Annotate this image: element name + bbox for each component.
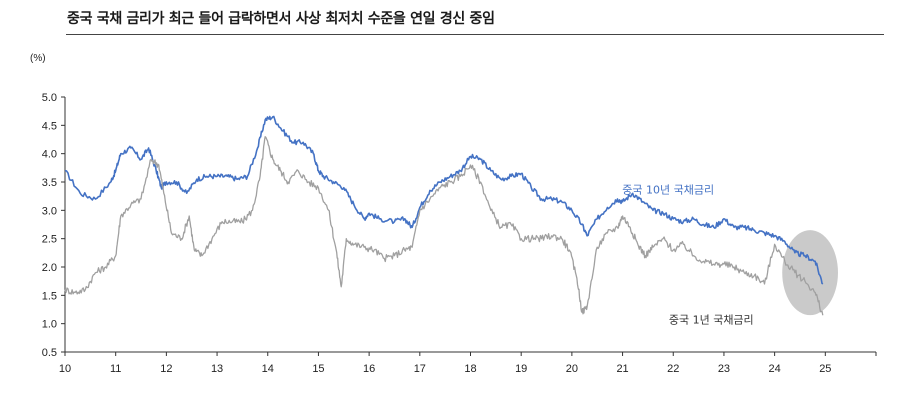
annotation-layer <box>782 230 838 316</box>
y-tick-label: 2.0 <box>42 262 57 274</box>
x-tick-label: 16 <box>363 363 375 375</box>
x-tick-label: 10 <box>59 363 71 375</box>
x-tick-label: 22 <box>667 363 679 375</box>
y-tick-label: 3.0 <box>42 205 57 217</box>
y-tick-label: 4.0 <box>42 149 57 161</box>
y-axis-unit-label: (%) <box>30 53 46 64</box>
x-tick-label: 20 <box>566 363 578 375</box>
x-tick-label: 15 <box>312 363 324 375</box>
y-tick-label: 1.0 <box>42 319 57 331</box>
series-label-1y: 중국 1년 국채금리 <box>669 314 754 327</box>
x-tick-label: 23 <box>718 363 730 375</box>
y-tick-label: 0.5 <box>42 347 57 359</box>
y-tick-label: 1.5 <box>42 290 57 302</box>
y-tick-label: 2.5 <box>42 234 57 246</box>
x-tick-label: 13 <box>211 363 223 375</box>
axes: (%) 0.5 1.0 1.5 2.0 2.5 3.0 3.5 4.0 4.5 5.0 10 11 12… <box>30 53 877 375</box>
x-tick-label: 19 <box>515 363 527 375</box>
highlight-ellipse <box>782 230 838 316</box>
y-tick-label: 4.5 <box>42 120 57 132</box>
page-title: 중국 국채 금리가 최근 들어 급락하면서 사상 최저치 수준을 연일 경신 중… <box>67 11 495 27</box>
x-tick-label: 18 <box>464 363 476 375</box>
x-tick-label: 21 <box>616 363 628 375</box>
x-tick-label: 12 <box>160 363 172 375</box>
x-tick-label: 11 <box>110 363 121 375</box>
series-line-10y <box>64 115 824 285</box>
series-layer <box>64 115 824 316</box>
series-line-1y <box>64 136 824 316</box>
y-tick-label: 5.0 <box>42 92 57 104</box>
title-divider <box>66 34 884 35</box>
x-tick-label: 17 <box>414 363 426 375</box>
series-label-10y: 중국 10년 국채금리 <box>622 183 714 196</box>
x-tick-label: 25 <box>819 363 831 375</box>
x-tick-label: 14 <box>262 363 274 375</box>
x-tick-label: 24 <box>769 363 781 375</box>
y-tick-label: 3.5 <box>42 177 57 189</box>
